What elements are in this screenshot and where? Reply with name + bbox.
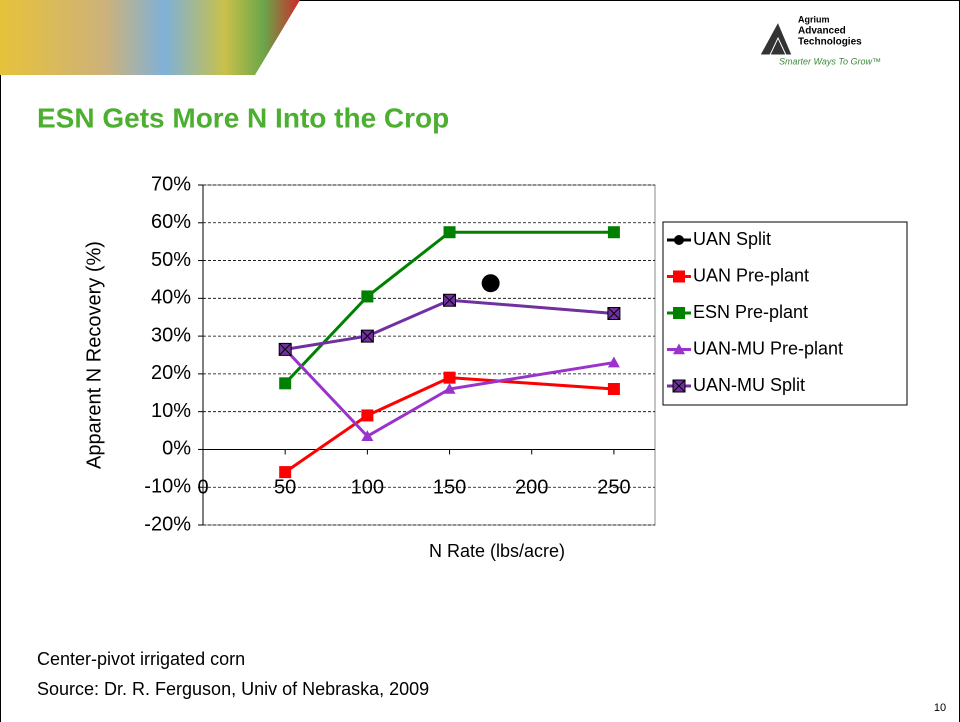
y-tick-label: 10% (151, 400, 191, 422)
legend-label: UAN Split (693, 229, 771, 249)
x-tick-label: 100 (351, 477, 384, 499)
point (360, 329, 374, 343)
legend-label: UAN Pre-plant (693, 265, 809, 285)
point (607, 383, 620, 395)
legend-box (662, 221, 908, 406)
legend-label: UAN-MU Pre-plant (693, 338, 843, 358)
legend-marker (673, 307, 685, 319)
y-tick-label: -20% (144, 513, 191, 535)
x-tick-label: 250 (597, 477, 630, 499)
point (607, 306, 621, 320)
point (361, 409, 374, 422)
logo-tagline: Smarter Ways To Grow™ (779, 56, 881, 66)
point (443, 383, 456, 394)
plot-area (202, 184, 656, 526)
point (361, 290, 374, 303)
header-image (0, 0, 300, 75)
legend-marker (672, 379, 686, 393)
y-axis-title: Apparent N Recovery (%) (83, 241, 105, 469)
point (278, 342, 292, 356)
x-tick-label: 0 (197, 477, 208, 499)
x-tick-label: 150 (433, 477, 466, 499)
series-line (284, 298, 615, 351)
legend-label: UAN-MU Split (693, 375, 805, 395)
y-tick-label: 60% (151, 211, 191, 233)
point (443, 226, 456, 239)
y-tick-label: 50% (151, 249, 191, 271)
y-tick-label: 0% (162, 438, 191, 460)
legend-marker (673, 270, 685, 283)
point (443, 293, 457, 307)
legend-marker (674, 235, 684, 245)
x-tick-label: 50 (274, 477, 296, 499)
point (443, 371, 456, 384)
x-axis-title: N Rate (lbs/acre) (429, 541, 565, 561)
point (279, 466, 292, 479)
y-tick-label: 30% (151, 324, 191, 346)
page-number: 10 (934, 702, 946, 714)
y-tick-label: 20% (151, 362, 191, 384)
series-line (284, 348, 615, 439)
point (481, 274, 500, 293)
logo-text: Technologies (798, 37, 862, 48)
logo-text: Advanced (798, 26, 846, 37)
point (607, 356, 620, 368)
logo-mark (759, 20, 793, 56)
point (607, 226, 620, 239)
note: Center-pivot irrigated corn (37, 649, 245, 669)
y-tick-label: -10% (144, 476, 191, 498)
legend-label: ESN Pre-plant (693, 302, 808, 322)
point (279, 377, 292, 390)
series-line (284, 376, 615, 474)
y-tick-label: 40% (151, 287, 191, 309)
note: Source: Dr. R. Ferguson, Univ of Nebrask… (37, 679, 429, 699)
x-tick-label: 200 (515, 477, 548, 499)
logo-text: Agrium (798, 14, 830, 24)
y-tick-label: 70% (151, 173, 191, 195)
point (361, 430, 374, 442)
slide-title: ESN Gets More N Into the Crop (37, 102, 449, 133)
series-line (284, 230, 614, 385)
legend-marker (673, 343, 685, 355)
